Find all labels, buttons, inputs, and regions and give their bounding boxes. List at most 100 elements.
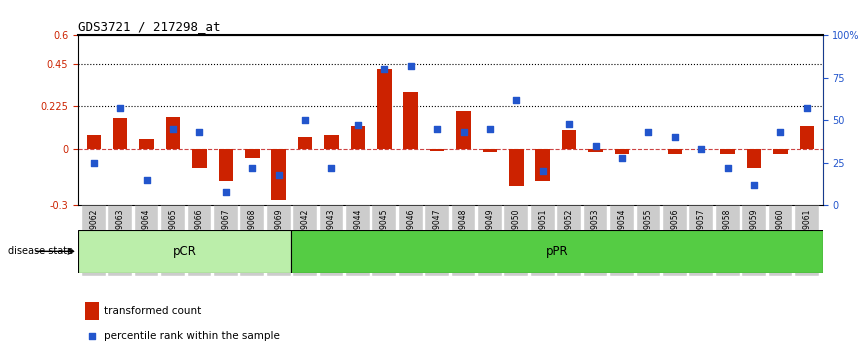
Bar [78, 230, 291, 273]
FancyBboxPatch shape [399, 205, 423, 276]
Bar [562, 130, 577, 149]
Point [298, 118, 312, 123]
Text: GSM559064: GSM559064 [142, 209, 151, 255]
Bar [456, 111, 471, 149]
Text: pCR: pCR [172, 245, 197, 258]
Point [589, 143, 603, 149]
Point [668, 135, 682, 140]
Text: GSM559047: GSM559047 [433, 209, 442, 255]
Point [378, 67, 391, 72]
Text: GSM559068: GSM559068 [248, 209, 256, 255]
FancyBboxPatch shape [742, 205, 766, 276]
Point [773, 130, 787, 135]
FancyBboxPatch shape [241, 205, 264, 276]
FancyBboxPatch shape [188, 205, 211, 276]
Text: GSM559055: GSM559055 [644, 209, 653, 255]
Text: GSM559046: GSM559046 [406, 209, 415, 255]
FancyBboxPatch shape [135, 205, 158, 276]
Point [721, 165, 734, 171]
Bar [377, 69, 391, 149]
Bar [113, 119, 127, 149]
Text: GSM559042: GSM559042 [301, 209, 309, 255]
FancyBboxPatch shape [108, 205, 132, 276]
Point [695, 147, 708, 152]
Bar [298, 137, 313, 149]
Text: GSM559052: GSM559052 [565, 209, 573, 255]
Text: GDS3721 / 217298_at: GDS3721 / 217298_at [78, 20, 221, 33]
Point [456, 130, 470, 135]
FancyBboxPatch shape [768, 205, 792, 276]
FancyBboxPatch shape [584, 205, 607, 276]
FancyBboxPatch shape [505, 205, 528, 276]
Text: GSM559051: GSM559051 [539, 209, 547, 255]
Bar [430, 149, 444, 150]
Point [192, 130, 206, 135]
Text: GSM559069: GSM559069 [275, 209, 283, 255]
Bar [218, 149, 233, 181]
Text: GSM559057: GSM559057 [697, 209, 706, 255]
FancyBboxPatch shape [161, 205, 185, 276]
Bar [86, 302, 99, 320]
Text: GSM559059: GSM559059 [750, 209, 759, 255]
Text: percentile rank within the sample: percentile rank within the sample [104, 331, 280, 341]
Point [509, 97, 523, 103]
FancyBboxPatch shape [715, 205, 740, 276]
Point [536, 169, 550, 174]
Text: GSM559043: GSM559043 [327, 209, 336, 255]
FancyBboxPatch shape [425, 205, 449, 276]
Text: pPR: pPR [546, 245, 568, 258]
Bar [588, 149, 603, 153]
Text: GSM559067: GSM559067 [222, 209, 230, 255]
Text: GSM559056: GSM559056 [670, 209, 679, 255]
Point [113, 105, 127, 111]
Point [219, 189, 233, 195]
Point [351, 122, 365, 128]
Point [166, 126, 180, 132]
Bar [509, 149, 524, 187]
Text: GSM559050: GSM559050 [512, 209, 520, 255]
Point [800, 105, 814, 111]
Bar [87, 136, 101, 149]
Text: GSM559065: GSM559065 [169, 209, 178, 255]
FancyBboxPatch shape [558, 205, 581, 276]
Bar [351, 126, 365, 149]
FancyBboxPatch shape [795, 205, 818, 276]
Point [325, 165, 339, 171]
FancyBboxPatch shape [267, 205, 290, 276]
Bar [615, 149, 630, 154]
FancyBboxPatch shape [452, 205, 475, 276]
FancyBboxPatch shape [478, 205, 501, 276]
Bar [291, 230, 823, 273]
Text: GSM559054: GSM559054 [617, 209, 626, 255]
FancyBboxPatch shape [214, 205, 238, 276]
Text: GSM559062: GSM559062 [89, 209, 98, 255]
FancyBboxPatch shape [689, 205, 713, 276]
FancyBboxPatch shape [346, 205, 370, 276]
Bar [165, 116, 180, 149]
Bar [799, 126, 814, 149]
Text: GSM559049: GSM559049 [486, 209, 494, 255]
Text: GSM559063: GSM559063 [116, 209, 125, 255]
Bar [245, 149, 260, 158]
FancyBboxPatch shape [662, 205, 687, 276]
Bar [271, 149, 286, 200]
Bar [139, 139, 154, 149]
Text: GSM559061: GSM559061 [803, 209, 811, 255]
Text: GSM559044: GSM559044 [353, 209, 362, 255]
Text: disease state: disease state [9, 246, 74, 256]
Text: GSM559058: GSM559058 [723, 209, 732, 255]
Text: GSM559060: GSM559060 [776, 209, 785, 255]
Bar [404, 92, 418, 149]
FancyBboxPatch shape [637, 205, 660, 276]
Point [85, 333, 99, 339]
Bar [721, 149, 735, 154]
Point [139, 177, 153, 183]
Point [747, 182, 761, 188]
Point [430, 126, 444, 132]
Bar [668, 149, 682, 154]
Text: GSM559053: GSM559053 [591, 209, 600, 255]
Point [562, 121, 576, 127]
Bar [773, 149, 788, 154]
FancyBboxPatch shape [372, 205, 396, 276]
Point [615, 155, 629, 161]
